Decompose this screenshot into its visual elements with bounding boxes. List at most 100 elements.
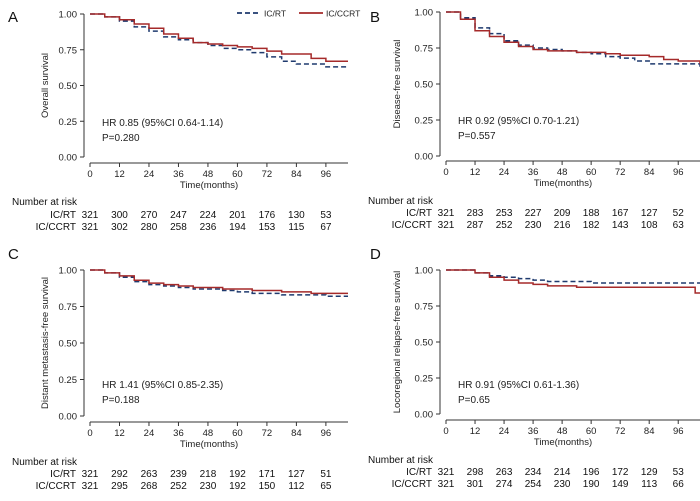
series-line-ic-rt <box>90 13 348 68</box>
risk-count: 66 <box>673 479 685 490</box>
risk-table-title: Number at risk <box>368 455 434 466</box>
x-tick-label: 36 <box>173 169 184 180</box>
annotation-text: P=0.557 <box>458 131 496 142</box>
y-tick-label: 1.00 <box>415 8 434 19</box>
legend-label: IC/CCRT <box>326 9 360 19</box>
x-tick-label: 84 <box>291 428 302 439</box>
risk-table-title: Number at risk <box>12 197 78 208</box>
risk-count: 283 <box>467 208 484 219</box>
risk-count: 182 <box>583 220 600 231</box>
risk-count: 253 <box>496 208 513 219</box>
y-tick-label: 0.50 <box>59 81 78 92</box>
y-tick-label: 0.25 <box>415 116 434 127</box>
risk-count: 65 <box>320 481 332 492</box>
x-tick-label: 48 <box>203 428 214 439</box>
x-tick-label: 48 <box>557 426 568 437</box>
risk-count: 63 <box>673 220 685 231</box>
legend-label: IC/RT <box>264 9 286 19</box>
y-tick-label: 0.75 <box>59 302 78 313</box>
risk-count: 172 <box>612 467 629 478</box>
series-line-ic-rt <box>90 269 348 298</box>
x-tick-label: 0 <box>443 167 448 178</box>
risk-count: 51 <box>320 469 332 480</box>
risk-count: 113 <box>641 479 657 490</box>
panel-label: B <box>370 9 380 26</box>
panel-A: A 0.00 0.25 0.50 0.75 1.00 0 12 24 36 48 60 72 84 96 Ti… <box>8 9 360 234</box>
y-tick-label: 0.50 <box>59 339 78 350</box>
x-tick-label: 24 <box>499 167 510 178</box>
x-tick-label: 12 <box>114 428 125 439</box>
y-tick-label: 0.25 <box>59 117 78 128</box>
risk-count: 176 <box>259 210 276 221</box>
x-axis-label: Time(months) <box>180 180 238 191</box>
risk-count: 254 <box>525 479 542 490</box>
y-tick-label: 0.75 <box>59 45 78 56</box>
series-line-ic-ccrt <box>90 13 348 62</box>
x-tick-label: 48 <box>557 167 568 178</box>
risk-count: 196 <box>583 467 600 478</box>
panel-label: D <box>370 246 381 263</box>
series-line-ic-ccrt <box>90 269 348 295</box>
risk-row-label: IC/CCRT <box>36 481 76 492</box>
annotation-text: P=0.188 <box>102 395 140 406</box>
risk-count: 295 <box>111 481 128 492</box>
risk-count: 67 <box>320 222 332 233</box>
risk-count: 287 <box>467 220 484 231</box>
y-tick-label: 0.50 <box>415 80 434 91</box>
x-tick-label: 96 <box>673 167 684 178</box>
x-tick-label: 84 <box>291 169 302 180</box>
risk-count: 301 <box>467 479 484 490</box>
risk-count: 321 <box>82 210 99 221</box>
series-line-ic-rt <box>446 269 700 284</box>
risk-count: 214 <box>554 467 571 478</box>
risk-count: 224 <box>200 210 217 221</box>
x-tick-label: 0 <box>87 428 92 439</box>
x-axis-label: Time(months) <box>534 437 592 448</box>
risk-count: 129 <box>641 467 658 478</box>
risk-count: 127 <box>288 469 305 480</box>
risk-count: 321 <box>82 222 99 233</box>
y-tick-label: 1.00 <box>415 266 434 277</box>
x-axis-label: Time(months) <box>534 178 592 189</box>
risk-row-label: IC/RT <box>50 469 76 480</box>
x-tick-label: 0 <box>443 426 448 437</box>
risk-row-label: IC/CCRT <box>392 220 432 231</box>
risk-count: 298 <box>467 467 484 478</box>
y-tick-label: 0.00 <box>415 410 434 421</box>
risk-count: 321 <box>82 481 99 492</box>
risk-count: 127 <box>641 208 658 219</box>
x-tick-label: 36 <box>528 167 539 178</box>
y-tick-label: 0.00 <box>59 412 78 423</box>
risk-count: 236 <box>200 222 217 233</box>
risk-count: 209 <box>554 208 571 219</box>
risk-count: 171 <box>259 469 276 480</box>
x-tick-label: 96 <box>673 426 684 437</box>
risk-count: 321 <box>82 469 99 480</box>
panel-label: C <box>8 246 19 263</box>
x-tick-label: 72 <box>615 167 626 178</box>
panel-B: B 0.00 0.25 0.50 0.75 1.00 0 12 24 36 48 60 72 84 96 Ti… <box>368 8 700 231</box>
risk-count: 230 <box>554 479 571 490</box>
x-tick-label: 72 <box>262 169 273 180</box>
risk-count: 218 <box>200 469 217 480</box>
y-tick-label: 0.25 <box>415 374 434 385</box>
risk-count: 143 <box>612 220 629 231</box>
risk-count: 112 <box>288 481 304 492</box>
x-tick-label: 84 <box>644 167 655 178</box>
x-tick-label: 12 <box>470 167 481 178</box>
panel-D: D 0.00 0.25 0.50 0.75 1.00 0 12 24 36 48 60 72 84 96 Ti… <box>368 246 700 490</box>
risk-count: 230 <box>525 220 542 231</box>
x-tick-label: 24 <box>499 426 510 437</box>
risk-count: 263 <box>496 467 513 478</box>
x-tick-label: 96 <box>321 428 332 439</box>
risk-row-label: IC/RT <box>406 208 432 219</box>
y-axis-label: Distant metastasis-free survival <box>40 277 51 409</box>
x-tick-label: 72 <box>262 428 273 439</box>
risk-count: 302 <box>111 222 128 233</box>
x-tick-label: 96 <box>321 169 332 180</box>
risk-row-label: IC/RT <box>406 467 432 478</box>
annotation-text: HR 0.92 (95%CI 0.70-1.21) <box>458 116 579 127</box>
risk-count: 115 <box>288 222 304 233</box>
annotation-text: HR 1.41 (95%CI 0.85-2.35) <box>102 380 223 391</box>
y-tick-label: 0.75 <box>415 44 434 55</box>
